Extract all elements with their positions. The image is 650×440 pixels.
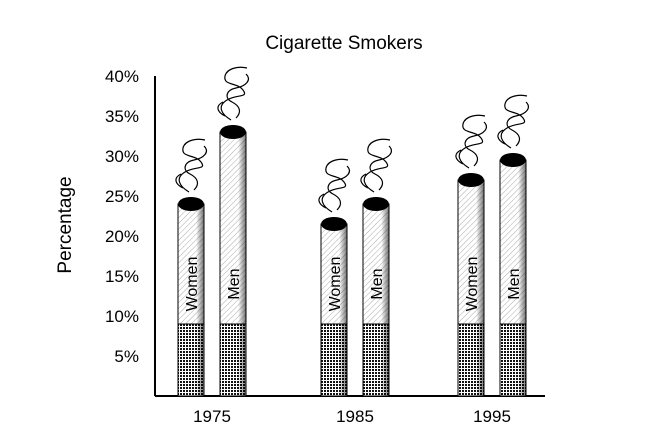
bar-men-1975: Men [217, 66, 249, 397]
x-category-label: 1975 [193, 407, 231, 426]
y-tick-label: 5% [114, 347, 139, 366]
smoke-icon [497, 94, 529, 149]
bar-tip [500, 153, 526, 167]
y-ticks: 5% 10% 15% 20% 25% 30% 35% 40% [105, 67, 139, 366]
bar-tip [363, 197, 389, 211]
y-tick-label: 20% [105, 227, 139, 246]
bar-tip [220, 125, 246, 139]
y-tick-label: 10% [105, 307, 139, 326]
smoke-icon [360, 138, 392, 193]
bar-tip [321, 217, 347, 231]
bar-tip [178, 197, 204, 211]
bar-shading [458, 180, 484, 396]
x-categories: 1975 1985 1995 [193, 407, 511, 426]
y-tick-label: 40% [105, 67, 139, 86]
smoke-icon [318, 158, 350, 213]
bar-shading [220, 132, 246, 396]
smoke-icon [175, 138, 207, 193]
y-tick-label: 30% [105, 147, 139, 166]
y-axis-label: Percentage [55, 176, 76, 273]
x-category-label: 1995 [473, 407, 511, 426]
bar-series-label: Men [506, 268, 523, 299]
bar-series-label: Men [226, 268, 243, 299]
bar-series-label: Women [464, 257, 481, 312]
y-tick-label: 35% [105, 107, 139, 126]
bar-shading [363, 204, 389, 396]
bars: Women Men Women Men Women Men [175, 66, 529, 397]
bar-women-1975: Women [175, 138, 207, 397]
smoke-icon [455, 114, 487, 169]
bar-men-1985: Men [360, 138, 392, 397]
bar-series-label: Women [327, 257, 344, 312]
bar-tip [458, 173, 484, 187]
bar-shading [500, 160, 526, 396]
bar-women-1985: Women [318, 158, 350, 397]
bar-series-label: Men [369, 268, 386, 299]
bar-men-1995: Men [497, 94, 529, 397]
y-tick-label: 15% [105, 267, 139, 286]
bar-series-label: Women [184, 257, 201, 312]
smoke-icon [217, 66, 249, 121]
y-tick-label: 25% [105, 187, 139, 206]
x-category-label: 1985 [336, 407, 374, 426]
chart-title: Cigarette Smokers [265, 33, 422, 54]
bar-women-1995: Women [455, 114, 487, 397]
bar-shading [321, 224, 347, 396]
bar-shading [178, 204, 204, 396]
